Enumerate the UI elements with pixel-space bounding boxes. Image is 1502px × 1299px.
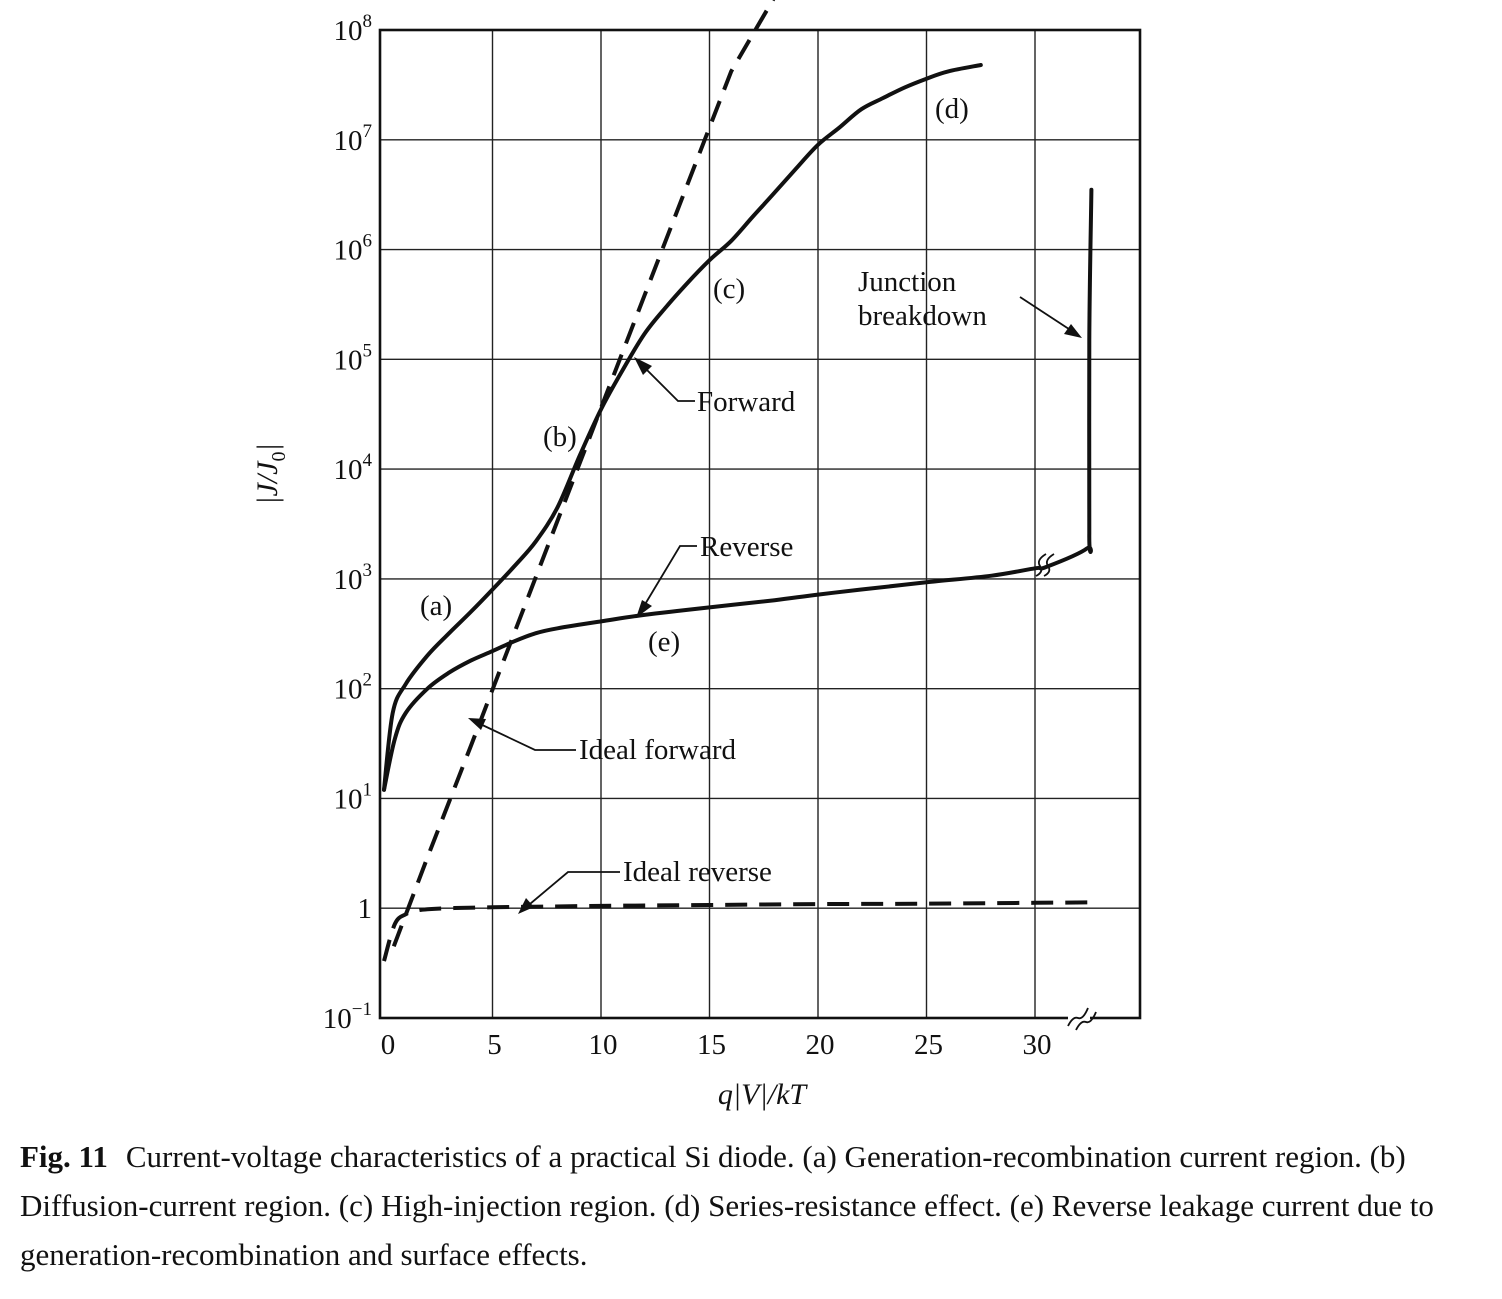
y-tick-label: 106 — [334, 231, 373, 267]
y-axis-title: |J/J0| — [251, 443, 290, 505]
y-tick-label: 104 — [334, 450, 373, 486]
x-tick-label: 30 — [1023, 1029, 1052, 1061]
label-ideal-forward: Ideal forward — [579, 734, 736, 766]
y-tick-label: 101 — [334, 779, 373, 815]
x-axis-title: q|V|/kT — [718, 1078, 808, 1111]
series-forward — [382, 63, 983, 792]
leader-reverse — [636, 545, 697, 618]
y-tick-label: 107 — [334, 121, 373, 157]
leader-ideal-reverse — [518, 871, 620, 914]
x-tick-label: 20 — [806, 1029, 835, 1061]
plot-frame — [378, 28, 1142, 1020]
x-tick-label: 25 — [914, 1029, 943, 1061]
label-c: (c) — [713, 273, 745, 305]
series-ideal-reverse — [382, 900, 1090, 962]
label-e: (e) — [648, 626, 680, 658]
series-reverse — [382, 187, 1094, 792]
series-ideal-forward — [391, 0, 776, 948]
x-ticks: 0 5 10 15 20 25 30 — [381, 1029, 1052, 1061]
curve-break-mark — [1035, 553, 1055, 577]
x-axis-break-mark — [1067, 1006, 1097, 1031]
label-forward: Forward — [697, 386, 796, 418]
y-tick-label: 103 — [334, 560, 373, 596]
y-tick-label: 108 — [334, 11, 373, 47]
label-reverse: Reverse — [700, 531, 793, 563]
leader-junction-breakdown — [1019, 296, 1082, 338]
y-ticks: 108 107 106 105 104 103 102 101 1 10−1 — [323, 11, 373, 1035]
x-tick-label: 10 — [589, 1029, 618, 1061]
y-tick-label: 10−1 — [323, 999, 372, 1035]
y-tick-label: 102 — [334, 670, 373, 706]
curves — [382, 0, 1094, 962]
label-a: (a) — [420, 590, 452, 622]
y-tick-label: 1 — [358, 893, 373, 925]
iv-characteristics-chart: 0 5 10 15 20 25 30 108107106105104103102101110… — [251, 0, 1142, 1111]
leader-ideal-forward — [468, 718, 576, 751]
figure-caption: Fig. 11 Current-voltage characteristics o… — [20, 1132, 1460, 1279]
caption-text: Current-voltage characteristics of a pra… — [20, 1139, 1434, 1272]
x-tick-label: 5 — [487, 1029, 502, 1061]
label-junction: Junction — [858, 266, 957, 298]
label-ideal-reverse: Ideal reverse — [623, 856, 772, 888]
figure-label: Fig. 11 — [20, 1139, 108, 1174]
x-tick-label: 15 — [697, 1029, 726, 1061]
label-d: (d) — [935, 93, 969, 125]
label-breakdown: breakdown — [858, 300, 987, 332]
leader-forward — [634, 357, 695, 402]
x-tick-label: 0 — [381, 1029, 396, 1061]
label-b: (b) — [543, 421, 577, 453]
y-tick-label: 105 — [334, 340, 373, 376]
grid — [380, 30, 1140, 1018]
